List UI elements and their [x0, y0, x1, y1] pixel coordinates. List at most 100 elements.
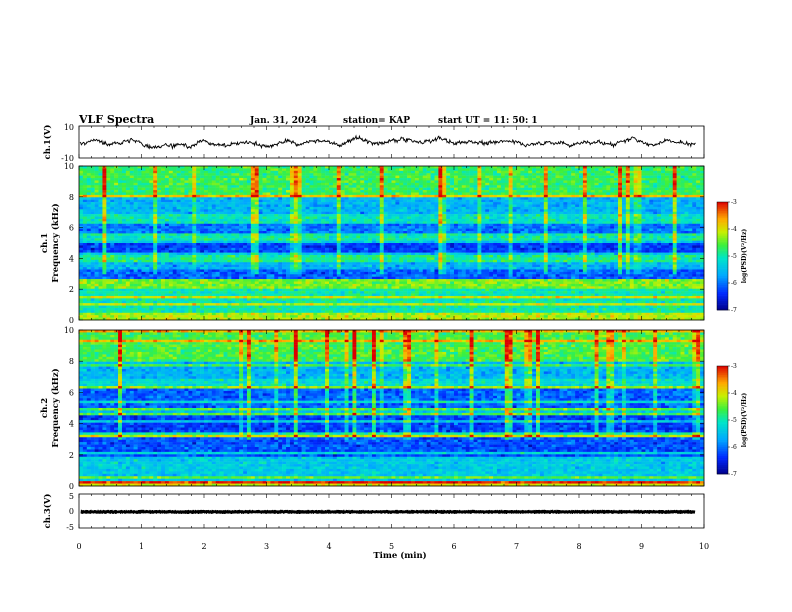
spectrogram-cell — [192, 212, 196, 215]
spectrogram-cell — [169, 212, 173, 215]
spectrogram-cell — [173, 248, 177, 251]
spectrogram-cell — [181, 284, 185, 287]
spectrogram-cell — [173, 255, 177, 258]
spectrogram-cell — [102, 262, 106, 265]
spectrogram-cell — [126, 308, 130, 311]
spectrogram-cell — [192, 209, 196, 212]
spectrogram-cell — [208, 286, 212, 289]
spectrogram-cell — [157, 310, 161, 313]
spectrogram-cell — [165, 195, 169, 198]
spectrogram-cell — [91, 241, 95, 244]
spectrogram-cell — [99, 272, 103, 275]
spectrogram-cell — [138, 245, 142, 248]
spectrogram-cell — [161, 313, 165, 316]
spectrogram-cell — [200, 257, 204, 260]
spectrogram-cell — [157, 303, 161, 306]
spectrogram-cell — [208, 279, 212, 282]
spectrogram-cell — [118, 173, 122, 176]
spectrogram-cell — [208, 197, 212, 200]
spectrogram-cell — [87, 274, 91, 277]
spectrogram-cell — [165, 183, 169, 186]
spectrogram-cell — [142, 183, 146, 186]
spectrogram-cell — [157, 286, 161, 289]
spectrogram-cell — [216, 289, 220, 292]
spectrogram-cell — [200, 231, 204, 234]
spectrogram-cell — [102, 236, 106, 239]
spectrogram-cell — [145, 274, 149, 277]
spectrogram-cell — [149, 185, 153, 188]
spectrogram-cell — [142, 212, 146, 215]
spectrogram-cell — [95, 301, 99, 304]
spectrogram-cell — [200, 171, 204, 174]
spectrogram-cell — [184, 262, 188, 265]
spectrogram-cell — [114, 229, 118, 232]
spectrogram-cell — [216, 306, 220, 309]
spectrogram-cell — [188, 176, 192, 179]
spectrogram-cell — [102, 205, 106, 208]
spectrogram-cell — [173, 176, 177, 179]
spectrogram-cell — [216, 310, 220, 313]
spectrogram-cell — [130, 168, 134, 171]
spectrogram-cell — [220, 190, 224, 193]
spectrogram-cell — [145, 192, 149, 195]
spectrogram-cell — [216, 272, 220, 275]
spectrogram-cell — [134, 301, 138, 304]
spectrogram-cell — [126, 301, 130, 304]
spectrogram-cell — [134, 291, 138, 294]
spectrogram-cell — [165, 212, 169, 215]
spectrogram-cell — [95, 279, 99, 282]
spectrogram-cell — [122, 255, 126, 258]
spectrogram-cell — [87, 207, 91, 210]
spectrogram-cell — [149, 257, 153, 260]
spectrogram-cell — [184, 250, 188, 253]
spectrogram-cell — [142, 296, 146, 299]
spectrogram-cell — [173, 306, 177, 309]
spectrogram-cell — [91, 277, 95, 280]
spectrogram-cell — [106, 243, 110, 246]
spectrogram-cell — [188, 195, 192, 198]
spectrogram-cell — [192, 180, 196, 183]
spectrogram-cell — [161, 262, 165, 265]
spectrogram-cell — [157, 197, 161, 200]
spectrogram-cell — [188, 236, 192, 239]
spectrogram-cell — [106, 207, 110, 210]
spectrogram-cell — [216, 257, 220, 260]
spectrogram-cell — [161, 291, 165, 294]
spectrogram-cell — [142, 301, 146, 304]
spectrogram-cell — [204, 265, 208, 268]
spectrogram-cell — [83, 205, 87, 208]
spectrogram-cell — [177, 267, 181, 270]
spectrogram-cell — [138, 265, 142, 268]
spectrogram-cell — [149, 195, 153, 198]
spectrogram-cell — [79, 269, 83, 272]
spectrogram-cell — [196, 269, 200, 272]
spectrogram-cell — [142, 192, 146, 195]
spectrogram-cell — [208, 262, 212, 265]
spectrogram-cell — [153, 176, 157, 179]
spectrogram-cell — [126, 241, 130, 244]
spectrogram-cell — [196, 192, 200, 195]
spectrogram-cell — [181, 229, 185, 232]
spectrogram-cell — [122, 209, 126, 212]
spectrogram-cell — [102, 178, 106, 181]
spectrogram-cell — [177, 289, 181, 292]
spectrogram-cell — [102, 188, 106, 191]
spectrogram-cell — [138, 250, 142, 253]
spectrogram-cell — [110, 269, 114, 272]
spectrogram-cell — [212, 224, 216, 227]
spectrogram-cell — [200, 250, 204, 253]
spectrogram-cell — [196, 214, 200, 217]
spectrogram-cell — [220, 217, 224, 220]
spectrogram-cell — [106, 236, 110, 239]
spectrogram-cell — [165, 236, 169, 239]
spectrogram-cell — [87, 233, 91, 236]
spectrogram-cell — [181, 236, 185, 239]
spectrogram-cell — [149, 291, 153, 294]
spectrogram-cell — [192, 286, 196, 289]
spectrogram-cell — [118, 221, 122, 224]
spectrogram-cell — [157, 188, 161, 191]
spectrogram-cell — [99, 303, 103, 306]
spectrogram-cell — [200, 284, 204, 287]
spectrogram-cell — [149, 178, 153, 181]
spectrogram-cell — [122, 260, 126, 263]
